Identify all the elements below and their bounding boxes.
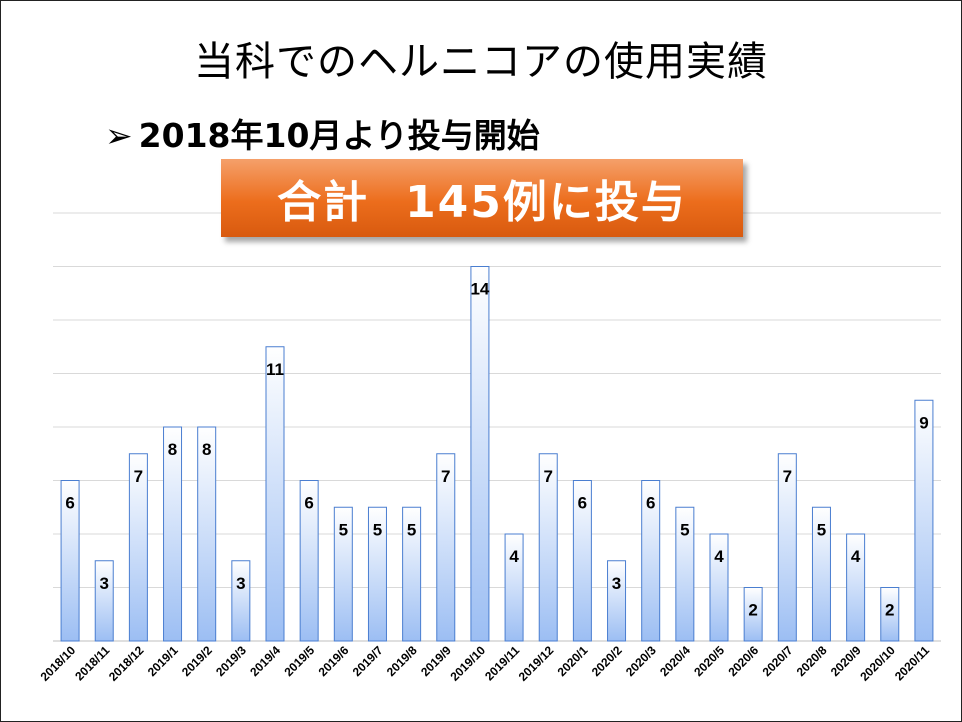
badge-label: 合計	[277, 177, 370, 228]
bar-2019/7	[367, 506, 387, 642]
x-tick-label: 2020/3	[623, 643, 659, 679]
bullet-text: 2018年10月より投与開始	[138, 116, 540, 155]
bar-2019/12	[538, 453, 558, 642]
x-tick-label: 2020/5	[691, 643, 727, 679]
bar-2018/11	[94, 560, 114, 642]
x-tick-label: 2020/7	[760, 643, 796, 679]
badge-value: 145例に投与	[405, 177, 687, 228]
data-label: 6	[646, 494, 655, 513]
bar-2020/6	[743, 587, 763, 642]
data-label: 7	[134, 467, 143, 486]
data-label: 6	[65, 494, 74, 513]
bar-2020/1	[572, 480, 592, 642]
data-label: 2	[885, 601, 894, 620]
data-label: 8	[168, 440, 177, 459]
bars	[60, 266, 934, 642]
bar-2019/4	[265, 346, 285, 642]
bar-2020/11	[914, 399, 934, 642]
x-tick-label: 2018/10	[38, 643, 79, 684]
x-tick-label: 2019/6	[316, 643, 352, 679]
data-label: 4	[714, 547, 724, 566]
bar-2020/5	[709, 533, 729, 642]
bar-2020/3	[641, 480, 661, 642]
data-label: 5	[339, 520, 348, 539]
x-tick-label: 2020/6	[725, 643, 761, 679]
x-tick-label: 2019/3	[213, 643, 249, 679]
x-tick-label: 2019/5	[281, 643, 317, 679]
slide-title: 当科でのヘルニコアの使用実績	[194, 39, 768, 85]
data-label: 4	[851, 547, 861, 566]
x-tick-label: 2020/1	[555, 643, 591, 679]
x-tick-label: 2019/11	[482, 643, 522, 683]
x-tick-label: 2019/4	[247, 643, 283, 679]
bar-2020/4	[675, 506, 695, 642]
x-tick-label: 2020/2	[589, 643, 625, 679]
data-label: 5	[373, 520, 382, 539]
bar-2018/10	[60, 480, 80, 642]
bar-2019/6	[333, 506, 353, 642]
x-tick-labels: 2018/102018/112018/122019/12019/22019/32…	[38, 643, 933, 684]
arrow-bullet-icon: ➢	[105, 116, 133, 155]
x-tick-label: 2020/4	[657, 643, 693, 679]
data-label: 6	[578, 494, 587, 513]
data-label: 6	[304, 494, 313, 513]
x-tick-label: 2019/1	[145, 643, 181, 679]
data-label: 7	[441, 467, 450, 486]
bar-2019/2	[197, 426, 217, 642]
bar-2019/1	[163, 426, 183, 642]
bar-2019/5	[299, 480, 319, 642]
data-label: 8	[202, 440, 211, 459]
data-label: 5	[680, 520, 689, 539]
bar-2020/8	[811, 506, 831, 642]
x-tick-label: 2019/10	[447, 643, 488, 684]
bar-2019/8	[402, 506, 422, 642]
bar-2019/11	[504, 533, 524, 642]
x-tick-label: 2019/8	[384, 643, 420, 679]
x-tick-label: 2019/2	[179, 643, 215, 679]
data-label: 7	[543, 467, 552, 486]
x-tick-label: 2019/12	[516, 643, 557, 684]
x-tick-label: 2020/8	[794, 643, 830, 679]
bar-2019/10	[470, 266, 490, 642]
data-label: 14	[470, 280, 489, 299]
data-label: 11	[266, 360, 284, 379]
bar-2019/9	[436, 453, 456, 642]
data-label: 5	[407, 520, 416, 539]
x-tick-label: 2018/12	[106, 643, 147, 684]
bar-2020/7	[777, 453, 797, 642]
data-label: 3	[612, 574, 621, 593]
bar-2020/10	[880, 587, 900, 642]
data-labels: 6 3 7 8 8 3 11 6 5 5 5 7 14 4 7 6 3 6 5 4 2 7 5 4 2 9	[65, 280, 928, 620]
data-label: 3	[236, 574, 245, 593]
grid-lines	[53, 212, 941, 642]
bar-2018/12	[128, 453, 148, 642]
bullet-line: ➢ 2018年10月より投与開始	[105, 109, 540, 157]
bar-2019/3	[231, 560, 251, 642]
data-label: 9	[919, 413, 928, 432]
data-label: 4	[509, 547, 519, 566]
bar-2020/2	[607, 560, 627, 642]
data-label: 2	[748, 601, 757, 620]
total-badge: 合計 145例に投与	[221, 159, 743, 237]
x-tick-label: 2020/10	[857, 643, 898, 684]
x-tick-label: 2019/7	[350, 643, 386, 679]
x-tick-label: 2020/11	[892, 643, 932, 683]
data-label: 7	[783, 467, 792, 486]
data-label: 3	[99, 574, 108, 593]
data-label: 5	[817, 520, 826, 539]
bar-2020/9	[846, 533, 866, 642]
x-tick-label: 2018/11	[72, 643, 112, 683]
